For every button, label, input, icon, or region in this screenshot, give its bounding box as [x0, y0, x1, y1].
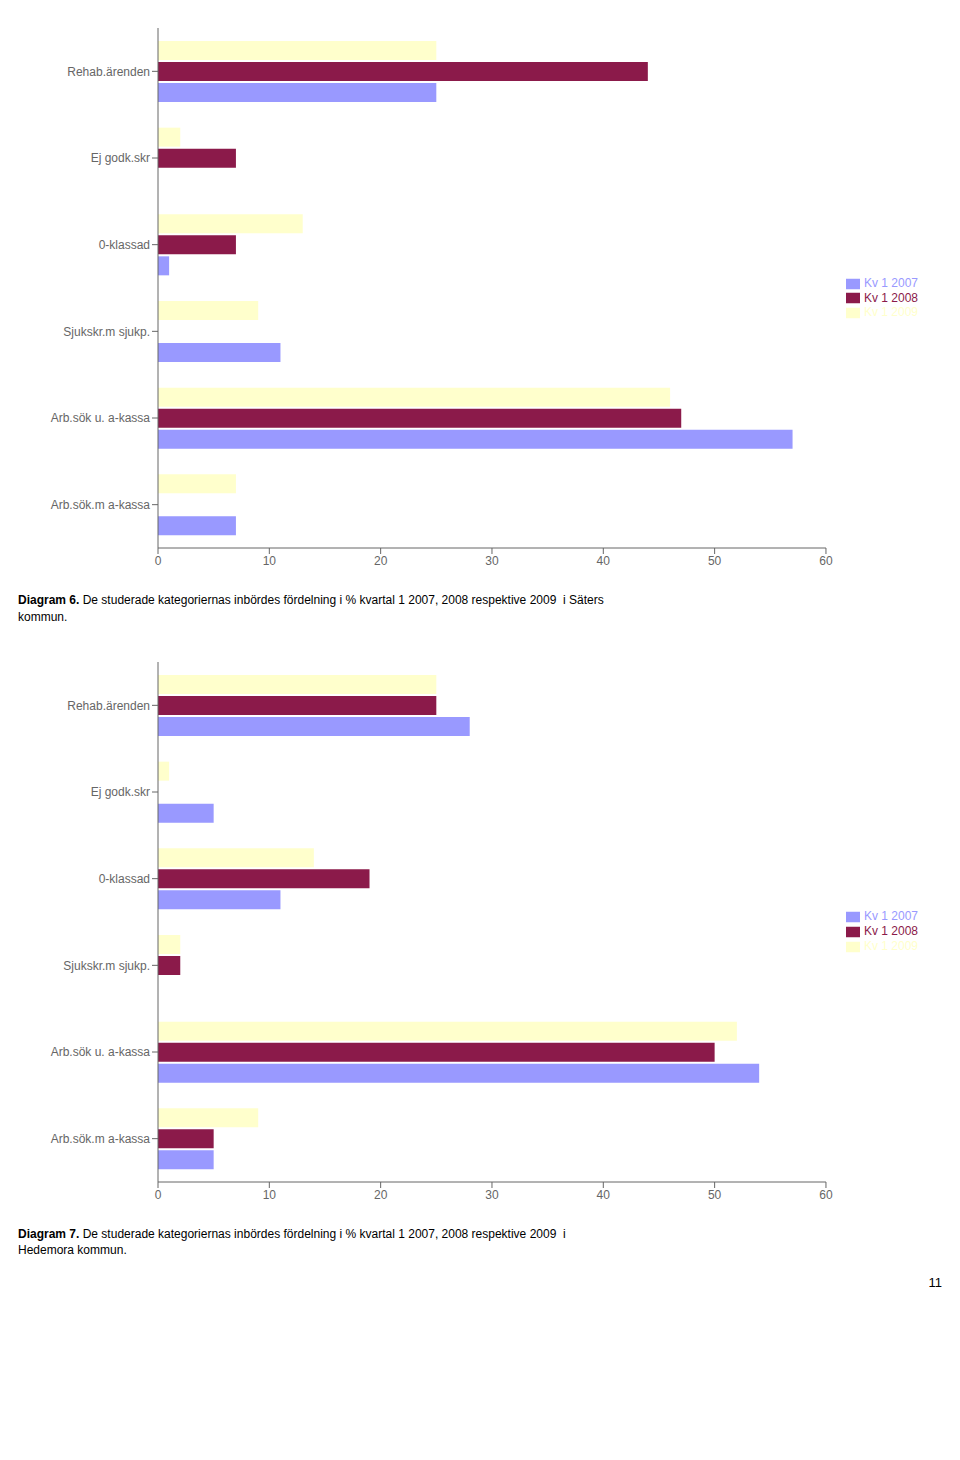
- svg-text:30: 30: [485, 554, 499, 568]
- svg-text:0: 0: [155, 554, 162, 568]
- svg-text:40: 40: [597, 554, 611, 568]
- svg-text:20: 20: [374, 554, 388, 568]
- svg-text:Arb.sök.m a-kassa: Arb.sök.m a-kassa: [51, 1132, 151, 1146]
- svg-text:10: 10: [263, 554, 277, 568]
- html-text:Kv 1 2008: Kv 1 2008: [864, 924, 918, 939]
- svg-text:0: 0: [155, 1187, 162, 1201]
- svg-text:Sjukskr.m sjukp.: Sjukskr.m sjukp.: [63, 958, 150, 972]
- svg-text:Arb.sök.m a-kassa: Arb.sök.m a-kassa: [51, 498, 151, 512]
- html-text:Kv 1 2009: Kv 1 2009: [864, 939, 918, 953]
- svg-text:20: 20: [374, 1187, 388, 1201]
- svg-text:Arb.sök u. a-kassa: Arb.sök u. a-kassa: [51, 1045, 151, 1059]
- svg-text:60: 60: [819, 1187, 833, 1201]
- html-text:11: 11: [928, 1275, 942, 1291]
- svg-text:40: 40: [597, 1187, 611, 1201]
- html-text:Diagram 7. De studerade katego: Diagram 7. De studerade kategoriernas in…: [18, 1226, 566, 1258]
- svg-text:Rehab.ärenden: Rehab.ärenden: [67, 65, 150, 79]
- svg-text:Sjukskr.m sjukp.: Sjukskr.m sjukp.: [63, 325, 150, 339]
- svg-text:Ej godk.skr: Ej godk.skr: [91, 785, 150, 799]
- svg-text:10: 10: [263, 1187, 277, 1201]
- html-text:Kv 1 2009: Kv 1 2009: [864, 305, 918, 320]
- html-text:Kv 1 2008: Kv 1 2008: [864, 290, 918, 305]
- svg-text:0-klassad: 0-klassad: [99, 872, 150, 886]
- svg-text:Rehab.ärenden: Rehab.ärenden: [67, 698, 150, 712]
- html-text:Kv 1 2007: Kv 1 2007: [864, 275, 918, 290]
- svg-text:Ej godk.skr: Ej godk.skr: [91, 151, 150, 165]
- html-text:Diagram 6. De studerade katego: Diagram 6. De studerade kategoriernas in…: [18, 593, 604, 624]
- svg-text:Arb.sök u. a-kassa: Arb.sök u. a-kassa: [51, 411, 151, 425]
- html-text:Kv 1 2007: Kv 1 2007: [864, 909, 918, 924]
- svg-text:30: 30: [485, 1187, 499, 1201]
- svg-text:50: 50: [708, 1187, 722, 1201]
- svg-text:50: 50: [708, 554, 722, 568]
- svg-text:0-klassad: 0-klassad: [99, 238, 150, 252]
- svg-text:60: 60: [819, 554, 833, 568]
